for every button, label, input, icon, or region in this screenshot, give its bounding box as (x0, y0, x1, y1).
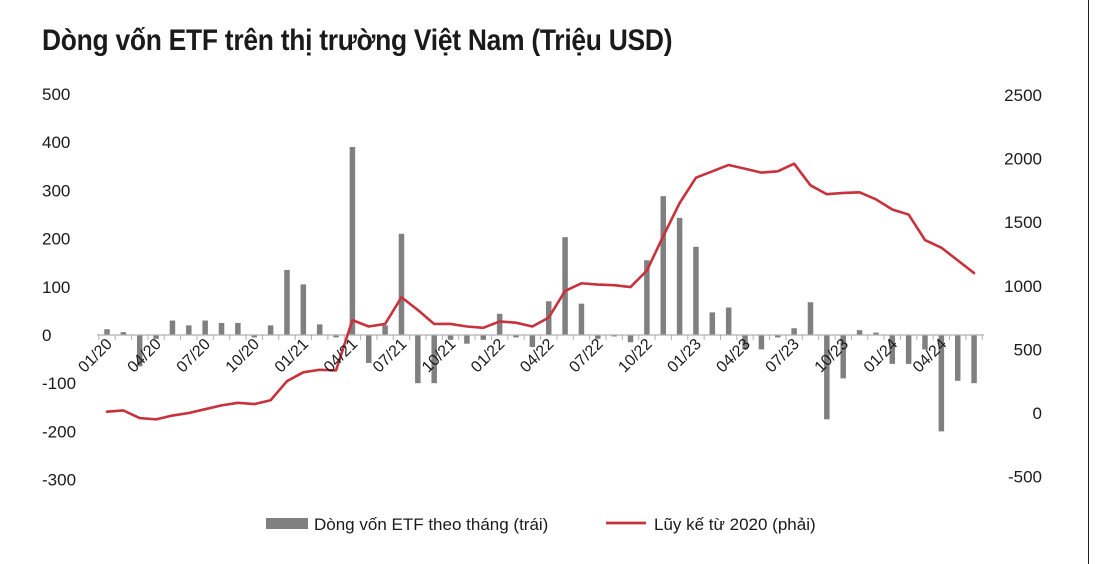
y-left-tick-label: 300 (42, 181, 70, 200)
y-left-tick-label: 500 (42, 85, 70, 104)
bar-09-21 (431, 335, 437, 384)
bar-06-20 (186, 325, 192, 335)
bar-08-23 (807, 302, 814, 335)
x-tick-label: 01/22 (468, 336, 508, 376)
bar-04-20 (153, 335, 159, 339)
y-left-tick-label: 0 (42, 326, 51, 345)
y-left-tick-label: -200 (42, 422, 76, 441)
bar-08-22 (611, 335, 617, 337)
bar-11-21 (464, 335, 470, 344)
bar-06-23 (775, 335, 781, 338)
bar-11-23 (856, 330, 863, 335)
bar-01-24 (889, 335, 896, 364)
x-tick-label: 10/23 (812, 336, 852, 376)
bar-04-21 (349, 147, 356, 335)
x-tick-label: 10/20 (223, 336, 263, 376)
bar-09-20 (235, 322, 241, 335)
cumulative-line (105, 162, 976, 421)
bar-11-20 (267, 325, 274, 335)
bar-09-22 (627, 335, 634, 343)
y-left-tick-label: -300 (42, 471, 76, 490)
bar-11-22 (660, 196, 666, 335)
bar-07-23 (791, 328, 797, 335)
x-tick-label: 01/21 (272, 336, 312, 376)
bar-09-23 (824, 335, 830, 420)
y-right-tick-label: 1500 (1004, 213, 1042, 232)
bar-02-22 (513, 335, 519, 338)
bar-03-21 (333, 335, 339, 338)
bar-01-21 (300, 284, 307, 335)
x-tick-label: 07/20 (174, 336, 214, 376)
bar-03-24 (922, 335, 928, 350)
y-right-tick-label: 0 (1033, 404, 1042, 423)
bar-01-22 (496, 313, 503, 335)
bar-12-21 (480, 335, 487, 340)
bar-12-23 (873, 332, 879, 335)
x-tick-label: 10/22 (615, 336, 655, 376)
bar-05-24 (954, 335, 961, 381)
bar-10-22 (644, 260, 650, 335)
bar-12-20 (284, 269, 290, 335)
x-tick-label: 01/24 (861, 336, 901, 376)
bar-03-23 (725, 307, 732, 335)
x-tick-label: 04/23 (713, 336, 753, 376)
bar-08-21 (415, 335, 421, 384)
bar-06-21 (382, 325, 388, 335)
bar-02-23 (709, 312, 716, 335)
y-right-tick-label: 500 (1014, 340, 1042, 359)
bar-06-24 (971, 335, 977, 384)
y-right-tick-label: 2500 (1004, 86, 1042, 105)
bar-01-20 (104, 329, 110, 335)
bar-02-21 (316, 324, 323, 335)
y-left-tick-label: -100 (42, 374, 76, 393)
x-tick-label: 07/22 (566, 336, 606, 376)
x-tick-label: 04/20 (125, 336, 165, 376)
bar-07-20 (202, 320, 208, 335)
x-tick-label: 07/23 (763, 336, 803, 376)
bar-04-24 (938, 335, 945, 432)
y-left-tick-label: 200 (42, 230, 70, 249)
x-tick-label: 04/22 (517, 336, 557, 376)
bar-02-20 (120, 332, 127, 335)
bar-10-21 (447, 335, 454, 340)
bar-04-23 (742, 335, 748, 350)
bar-07-22 (595, 335, 601, 339)
bar-06-22 (578, 303, 585, 335)
legend-bar-swatch (266, 518, 308, 529)
bar-03-20 (136, 335, 143, 367)
bar-07-21 (398, 233, 405, 335)
y-right-tick-label: 2000 (1004, 150, 1042, 169)
y-right-tick-label: 1000 (1004, 277, 1042, 296)
bar-05-21 (366, 335, 372, 363)
x-tick-label: 04/21 (321, 336, 361, 376)
x-tick-label: 04/24 (910, 336, 950, 376)
x-tick-label: 01/23 (664, 336, 704, 376)
bar-10-20 (251, 335, 257, 338)
y-left-tick-label: 400 (42, 133, 70, 152)
legend-bar-label: Dòng vốn ETF theo tháng (trái) (314, 515, 548, 534)
bar-10-23 (840, 335, 846, 379)
y-right-tick-label: -500 (1008, 468, 1042, 487)
x-tick-label: 07/21 (370, 336, 410, 376)
x-tick-label: 10/21 (419, 336, 459, 376)
legend-line-label: Lũy kế từ 2020 (phải) (654, 515, 816, 534)
bar-03-22 (529, 335, 536, 348)
bar-02-24 (905, 335, 912, 364)
bar-05-22 (562, 237, 568, 335)
x-tick-label: 01/20 (75, 336, 115, 376)
bar-05-23 (758, 335, 765, 350)
bar-08-20 (218, 322, 225, 335)
bar-01-23 (693, 246, 699, 335)
y-left-tick-label: 100 (42, 278, 70, 297)
right-border-line (1088, 0, 1089, 564)
bar-12-22 (676, 217, 683, 335)
bar-05-20 (169, 320, 176, 335)
chart-title: Dòng vốn ETF trên thị trường Việt Nam (T… (42, 24, 673, 57)
